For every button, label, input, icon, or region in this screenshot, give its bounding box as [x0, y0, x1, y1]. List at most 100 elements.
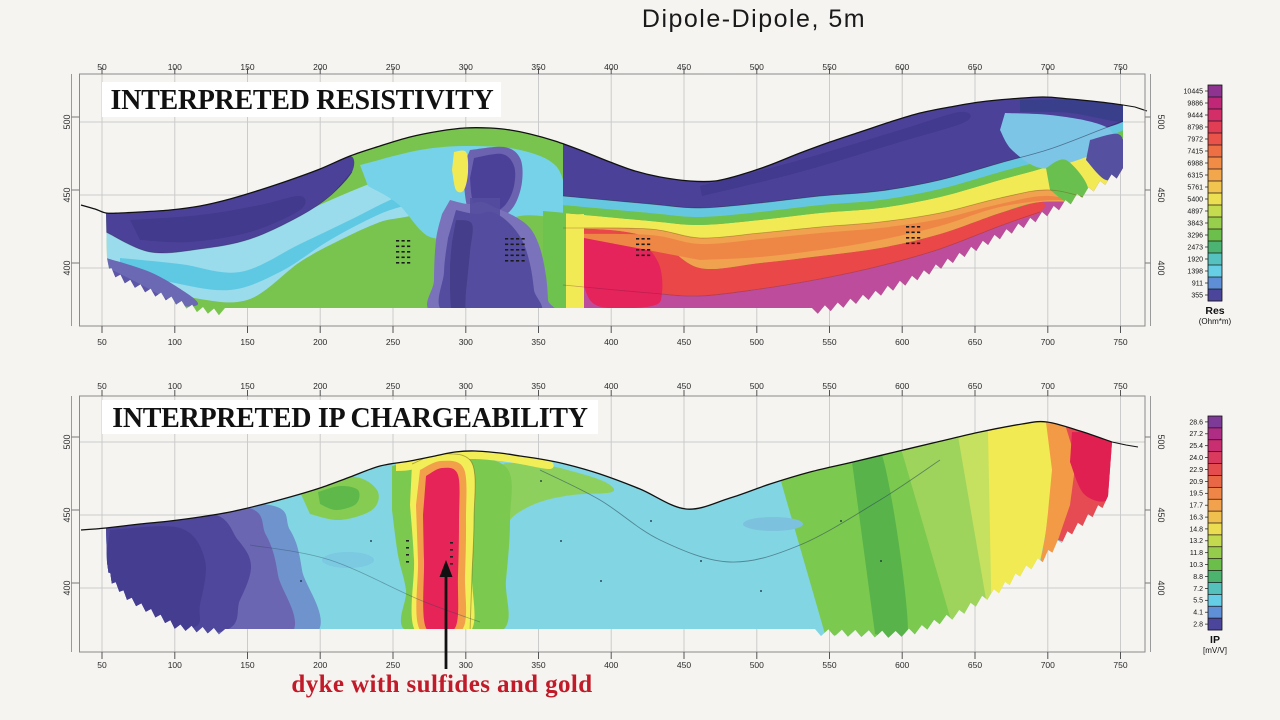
svg-text:16.3: 16.3	[1189, 515, 1203, 522]
svg-text:400: 400	[604, 337, 618, 347]
svg-text:550: 550	[822, 337, 836, 347]
svg-text:Dipole-Dipole, 5m: Dipole-Dipole, 5m	[642, 5, 866, 33]
svg-text:500: 500	[1156, 114, 1166, 129]
svg-text:28.6: 28.6	[1189, 419, 1203, 426]
svg-text:350: 350	[531, 62, 545, 72]
svg-text:150: 150	[240, 337, 254, 347]
svg-text:50: 50	[97, 62, 107, 72]
svg-text:650: 650	[968, 62, 982, 72]
svg-text:10.3: 10.3	[1189, 562, 1203, 569]
svg-text:7972: 7972	[1187, 136, 1203, 143]
svg-text:9444: 9444	[1187, 112, 1203, 119]
svg-text:700: 700	[1041, 381, 1055, 391]
svg-text:INTERPRETED RESISTIVITY: INTERPRETED RESISTIVITY	[111, 85, 494, 116]
svg-text:3843: 3843	[1187, 220, 1203, 227]
svg-text:250: 250	[386, 660, 400, 670]
svg-text:17.7: 17.7	[1189, 503, 1203, 510]
svg-text:13.2: 13.2	[1189, 538, 1203, 545]
svg-text:100: 100	[168, 660, 182, 670]
svg-text:500: 500	[62, 434, 72, 449]
svg-text:450: 450	[1156, 187, 1166, 202]
svg-text:150: 150	[240, 62, 254, 72]
svg-text:250: 250	[386, 337, 400, 347]
svg-text:400: 400	[604, 660, 618, 670]
svg-text:9886: 9886	[1187, 100, 1203, 107]
svg-text:27.2: 27.2	[1189, 431, 1203, 438]
svg-text:750: 750	[1113, 660, 1127, 670]
svg-text:50: 50	[97, 660, 107, 670]
svg-text:400: 400	[604, 62, 618, 72]
svg-text:200: 200	[313, 381, 327, 391]
svg-text:20.9: 20.9	[1189, 479, 1203, 486]
svg-text:350: 350	[531, 337, 545, 347]
svg-text:450: 450	[677, 62, 691, 72]
svg-text:100: 100	[168, 381, 182, 391]
svg-text:350: 350	[531, 660, 545, 670]
svg-text:450: 450	[62, 507, 72, 522]
svg-text:IP: IP	[1210, 634, 1220, 646]
svg-text:500: 500	[750, 62, 764, 72]
svg-text:2.8: 2.8	[1193, 622, 1203, 629]
svg-text:650: 650	[968, 337, 982, 347]
svg-text:400: 400	[62, 260, 72, 275]
svg-text:100: 100	[168, 337, 182, 347]
svg-text:250: 250	[386, 381, 400, 391]
svg-text:1398: 1398	[1187, 268, 1203, 275]
svg-text:7.2: 7.2	[1193, 586, 1203, 593]
svg-text:7415: 7415	[1187, 148, 1203, 155]
svg-text:750: 750	[1113, 62, 1127, 72]
svg-text:911: 911	[1192, 280, 1203, 287]
svg-text:Res: Res	[1205, 305, 1224, 317]
svg-text:8798: 8798	[1187, 124, 1203, 131]
svg-text:6988: 6988	[1187, 160, 1203, 167]
svg-text:600: 600	[895, 337, 909, 347]
svg-text:14.8: 14.8	[1189, 526, 1203, 533]
svg-text:300: 300	[459, 381, 473, 391]
svg-text:5.5: 5.5	[1193, 598, 1203, 605]
svg-text:400: 400	[1156, 580, 1166, 595]
svg-text:600: 600	[895, 660, 909, 670]
svg-text:550: 550	[822, 62, 836, 72]
svg-text:150: 150	[240, 660, 254, 670]
svg-text:22.9: 22.9	[1189, 467, 1203, 474]
svg-text:500: 500	[62, 114, 72, 129]
svg-text:11.8: 11.8	[1190, 550, 1203, 557]
svg-text:INTERPRETED IP CHARGEABILITY: INTERPRETED IP CHARGEABILITY	[112, 403, 588, 434]
svg-text:350: 350	[531, 381, 545, 391]
svg-text:450: 450	[677, 337, 691, 347]
svg-text:25.4: 25.4	[1189, 443, 1203, 450]
svg-text:3296: 3296	[1187, 232, 1203, 239]
svg-text:10445: 10445	[1184, 88, 1204, 95]
svg-text:700: 700	[1041, 660, 1055, 670]
svg-text:(Ohm*m): (Ohm*m)	[1199, 317, 1232, 326]
svg-text:200: 200	[313, 660, 327, 670]
svg-text:200: 200	[313, 337, 327, 347]
svg-text:8.8: 8.8	[1193, 574, 1203, 581]
svg-text:400: 400	[604, 381, 618, 391]
svg-text:300: 300	[459, 337, 473, 347]
svg-text:650: 650	[968, 660, 982, 670]
svg-text:dyke with sulfides and gold: dyke with sulfides and gold	[291, 671, 592, 698]
svg-text:24.0: 24.0	[1189, 455, 1203, 462]
svg-text:600: 600	[895, 62, 909, 72]
svg-text:600: 600	[895, 381, 909, 391]
svg-text:50: 50	[97, 381, 107, 391]
svg-text:500: 500	[1156, 434, 1166, 449]
svg-text:500: 500	[750, 337, 764, 347]
svg-text:200: 200	[313, 62, 327, 72]
svg-text:450: 450	[1156, 507, 1166, 522]
svg-text:2473: 2473	[1187, 244, 1203, 251]
svg-text:300: 300	[459, 62, 473, 72]
svg-text:4897: 4897	[1187, 208, 1203, 215]
svg-text:550: 550	[822, 381, 836, 391]
svg-text:50: 50	[97, 337, 107, 347]
svg-text:355: 355	[1191, 292, 1203, 299]
svg-text:650: 650	[968, 381, 982, 391]
svg-text:250: 250	[386, 62, 400, 72]
svg-text:750: 750	[1113, 337, 1127, 347]
svg-text:150: 150	[240, 381, 254, 391]
svg-text:1920: 1920	[1187, 256, 1203, 263]
svg-text:550: 550	[822, 660, 836, 670]
svg-text:500: 500	[750, 660, 764, 670]
svg-text:4.1: 4.1	[1193, 610, 1203, 617]
